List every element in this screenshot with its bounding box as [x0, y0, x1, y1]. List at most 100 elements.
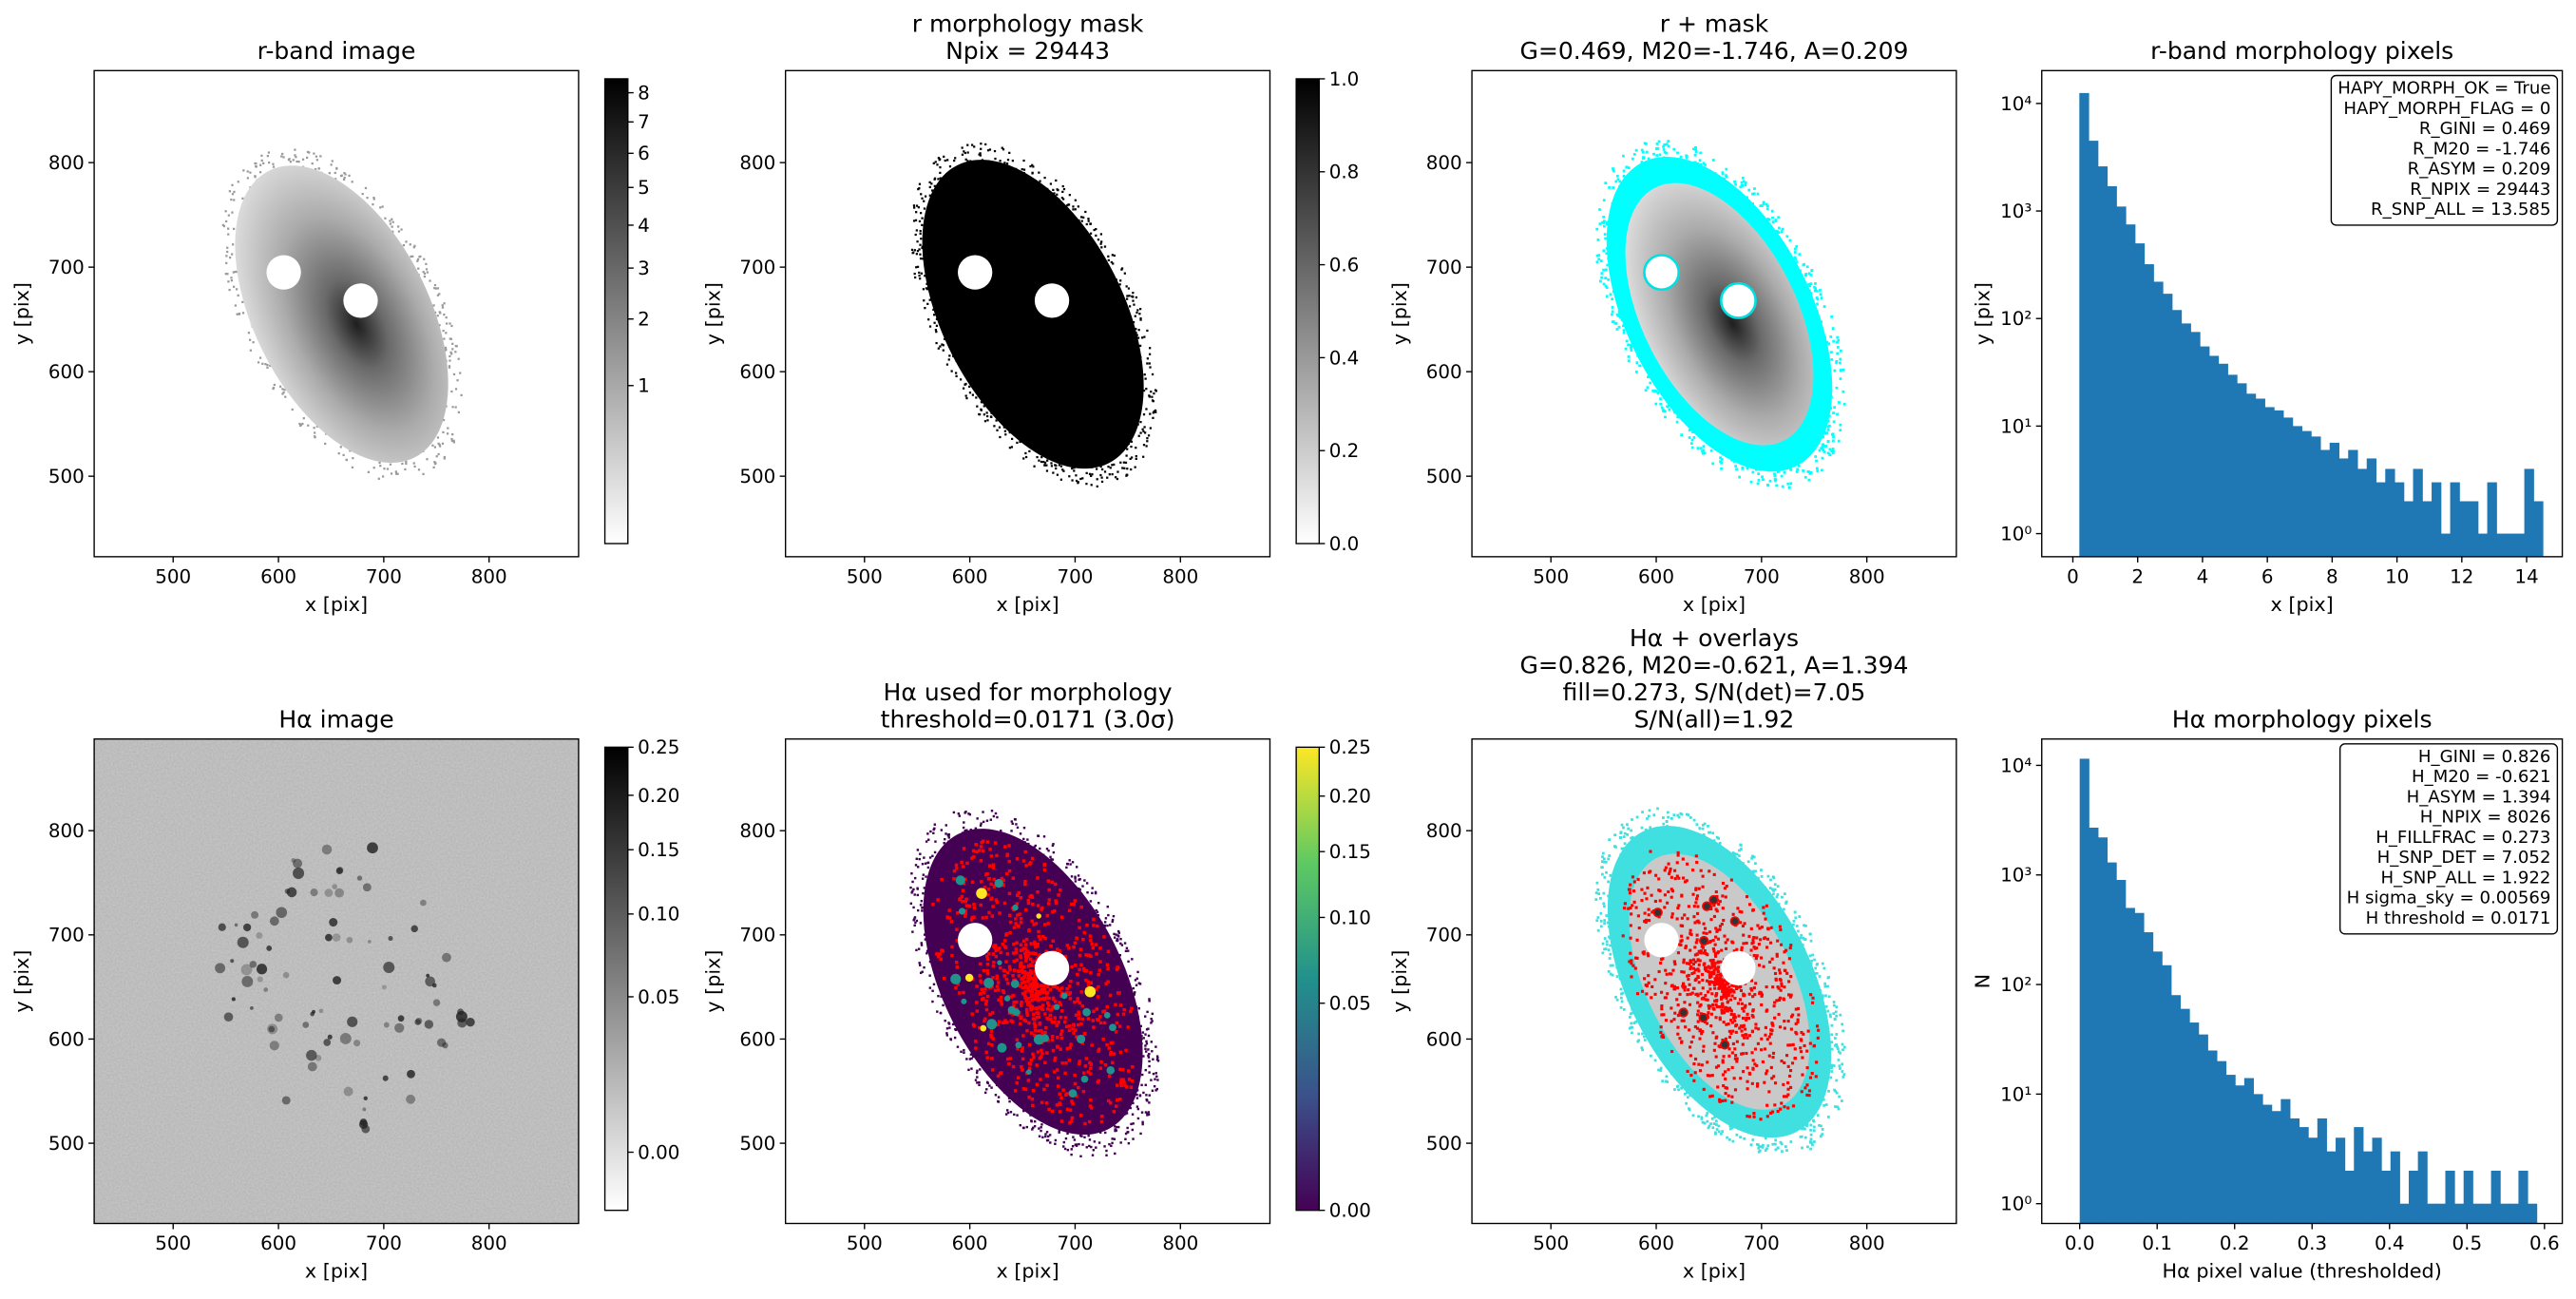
- speckle: [1131, 296, 1135, 298]
- speckle: [1643, 1039, 1647, 1041]
- speckle: [1841, 1048, 1844, 1052]
- speckle: [1087, 953, 1091, 958]
- speckle: [1632, 900, 1636, 904]
- speckle: [1071, 467, 1074, 470]
- speckle: [1062, 1140, 1066, 1144]
- speckle: [1631, 157, 1634, 161]
- speckle: [1111, 472, 1114, 476]
- speckle: [1052, 471, 1055, 474]
- speckle: [1708, 1004, 1712, 1008]
- speckle: [1019, 896, 1023, 900]
- speckle: [1104, 917, 1108, 920]
- speckle: [1043, 936, 1047, 941]
- speckle: [232, 271, 235, 274]
- speckle: [1028, 974, 1032, 978]
- speckle: [1630, 962, 1633, 965]
- speckle: [1046, 922, 1050, 926]
- speckle: [1720, 461, 1723, 465]
- speckle: [1031, 902, 1035, 907]
- speckle: [915, 204, 919, 207]
- speckle: [1089, 939, 1093, 943]
- speckle: [1739, 843, 1743, 847]
- speckle: [1835, 1005, 1839, 1009]
- speckle: [1008, 1057, 1013, 1060]
- speckle: [1805, 1049, 1809, 1053]
- speckle: [1035, 1015, 1040, 1020]
- blob: [343, 1086, 353, 1097]
- speckle: [1744, 181, 1747, 184]
- speckle: [1679, 155, 1683, 159]
- speckle: [450, 390, 453, 393]
- speckle: [920, 942, 923, 945]
- speckle: [1063, 1016, 1068, 1020]
- speckle: [282, 391, 285, 394]
- speckle: [1082, 930, 1086, 935]
- blob: [282, 971, 290, 979]
- speckle: [1040, 1028, 1043, 1033]
- speckle: [1025, 1029, 1029, 1033]
- speckle: [1097, 239, 1100, 241]
- speckle: [1756, 1041, 1760, 1045]
- speckle: [342, 178, 346, 181]
- panel-title: Hα used for morphology: [884, 678, 1173, 706]
- speckle: [287, 158, 291, 162]
- speckle: [1042, 1087, 1046, 1092]
- speckle: [1146, 357, 1149, 360]
- masked-star: [1720, 281, 1757, 319]
- speckle: [1108, 473, 1111, 476]
- speckle: [1799, 936, 1803, 940]
- x-tick-label: 12: [2450, 566, 2473, 588]
- speckle: [1151, 373, 1154, 376]
- speckle: [1680, 970, 1684, 974]
- speckle: [970, 880, 975, 884]
- speckle: [1008, 447, 1012, 449]
- speckle: [1815, 1024, 1820, 1028]
- speckle: [996, 429, 999, 431]
- speckle: [248, 338, 252, 341]
- speckle: [1601, 942, 1605, 946]
- speckle: [1599, 259, 1603, 262]
- speckle: [1016, 1114, 1019, 1117]
- speckle: [1116, 991, 1120, 995]
- speckle: [1677, 1088, 1680, 1092]
- speckle: [1830, 432, 1834, 436]
- speckle: [1033, 846, 1036, 849]
- speckle: [1690, 438, 1694, 442]
- speckle: [1765, 904, 1768, 907]
- speckle: [1128, 305, 1132, 308]
- speckle: [956, 1045, 960, 1048]
- speckle: [1635, 371, 1638, 373]
- speckle: [919, 257, 923, 260]
- speckle: [1611, 297, 1614, 301]
- speckle: [1085, 1146, 1088, 1149]
- speckle: [1668, 408, 1671, 411]
- speckle: [1782, 1082, 1785, 1086]
- bar: [2116, 206, 2127, 557]
- speckle: [294, 148, 296, 151]
- speckle: [449, 351, 452, 354]
- speckle: [1839, 423, 1842, 427]
- speckle: [433, 462, 437, 466]
- speckle: [1057, 893, 1060, 897]
- speckle: [986, 888, 991, 891]
- speckle: [970, 856, 974, 860]
- speckle: [1136, 1107, 1140, 1111]
- speckle: [1150, 1041, 1154, 1043]
- speckle: [272, 162, 275, 165]
- speckle: [1002, 990, 1006, 995]
- speckle: [974, 827, 978, 831]
- speckle: [1149, 412, 1152, 415]
- blob: [1036, 913, 1041, 919]
- speckle: [1708, 831, 1712, 834]
- panel-title: r-band image: [258, 37, 416, 65]
- speckle: [1024, 937, 1029, 942]
- speckle: [918, 182, 922, 185]
- speckle: [1144, 1083, 1147, 1086]
- speckle: [1757, 1143, 1760, 1147]
- speckle: [261, 362, 264, 365]
- speckle: [448, 359, 451, 362]
- speckle: [1096, 468, 1098, 470]
- speckle: [1059, 1003, 1063, 1007]
- speckle: [1081, 885, 1084, 888]
- speckle: [912, 906, 915, 909]
